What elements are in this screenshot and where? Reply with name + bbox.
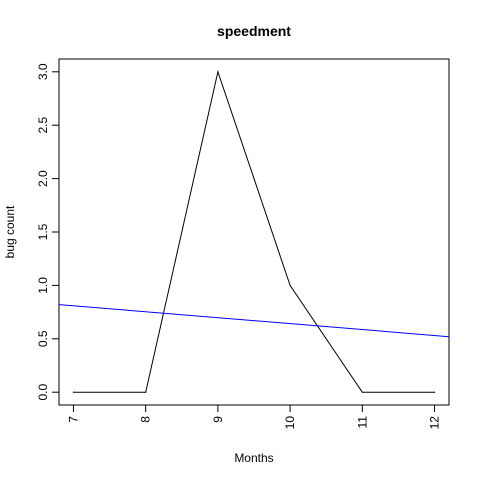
x-tick-label: 10 [283, 416, 297, 430]
y-axis: 0.0 0.5 1.0 1.5 2.0 2.5 3.0 [36, 63, 59, 401]
series-layer [58, 69, 450, 393]
data-point [217, 71, 219, 73]
y-tick-label: 2.5 [36, 117, 50, 134]
y-tick-label: 0.5 [36, 330, 50, 347]
x-tick-label: 11 [355, 416, 369, 429]
x-tick-label: 8 [139, 416, 153, 423]
x-axis: 7 8 9 10 11 12 [66, 405, 442, 430]
data-point [289, 284, 291, 286]
y-axis-label: bug count [3, 205, 17, 258]
chart-title: speedment [217, 23, 291, 39]
x-tick-label: 12 [428, 416, 442, 430]
data-point [433, 391, 436, 393]
y-tick-label: 1.5 [36, 223, 50, 240]
y-tick-label: 3.0 [36, 63, 50, 80]
x-axis-label: Months [234, 451, 273, 465]
x-tick-label: 9 [211, 416, 225, 423]
y-tick-label: 2.0 [36, 170, 50, 187]
bug-count-series-line [73, 69, 435, 393]
y-tick-label: 1.0 [36, 277, 50, 294]
data-point [145, 391, 147, 393]
trend-line [58, 304, 450, 338]
data-point [72, 391, 75, 393]
y-tick-label: 0.0 [36, 384, 50, 401]
x-tick-label: 7 [66, 416, 80, 423]
data-point [361, 391, 363, 393]
